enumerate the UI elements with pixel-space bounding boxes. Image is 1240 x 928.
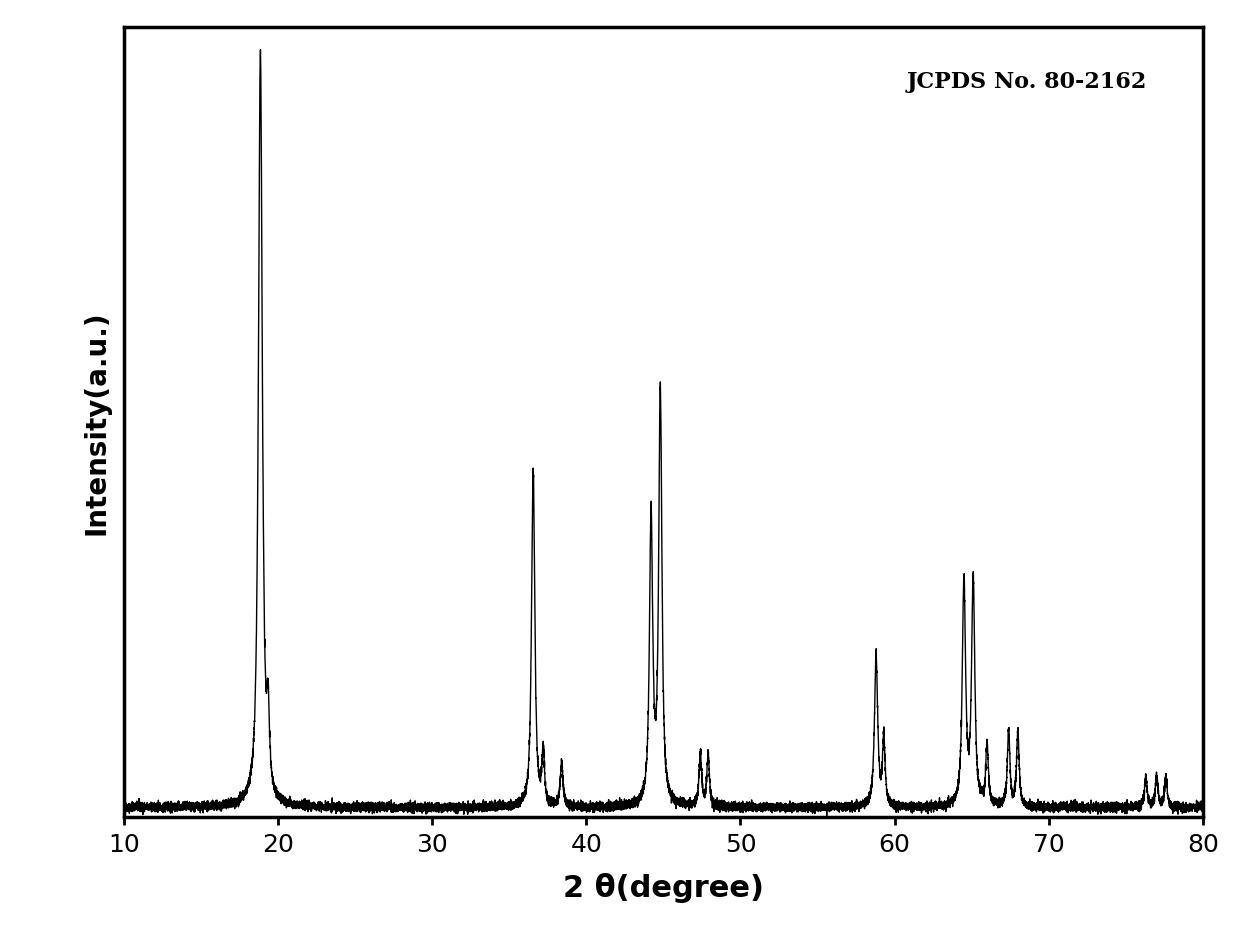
- Text: JCPDS No. 80-2162: JCPDS No. 80-2162: [906, 71, 1147, 93]
- X-axis label: 2 θ(degree): 2 θ(degree): [563, 872, 764, 903]
- Y-axis label: Intensity(a.u.): Intensity(a.u.): [82, 310, 110, 535]
